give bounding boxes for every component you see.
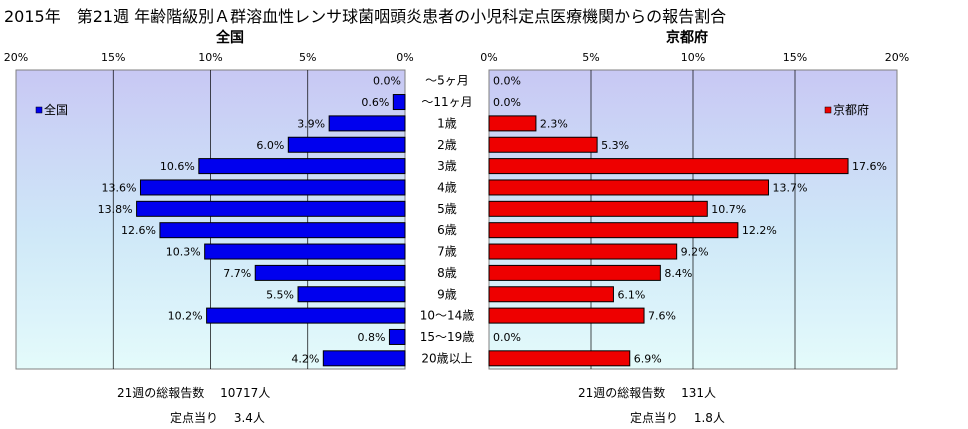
- left-data-label: 12.6%: [121, 224, 156, 237]
- category-label: ～5ヶ月: [425, 74, 469, 88]
- right-data-label: 0.0%: [493, 96, 521, 109]
- right-data-label: 6.1%: [617, 288, 645, 301]
- category-label: 20歳以上: [421, 351, 472, 365]
- left-bar: [322, 350, 406, 367]
- left-bar: [136, 200, 406, 217]
- left-data-label: 7.7%: [223, 267, 251, 280]
- left-data-label: 5.5%: [266, 288, 294, 301]
- left-bar: [204, 243, 406, 260]
- left-bar: [198, 158, 406, 175]
- left-data-label: 0.8%: [357, 331, 385, 344]
- left-data-label: 3.9%: [297, 117, 325, 130]
- right-tick-label: 15%: [783, 51, 807, 64]
- right-bar: [488, 158, 849, 175]
- right-legend-label: 京都府: [833, 102, 869, 117]
- right-tick-label: 20%: [885, 51, 909, 64]
- right-bar: [488, 179, 769, 196]
- left-data-label: 10.3%: [166, 246, 201, 259]
- left-data-label: 10.6%: [160, 160, 195, 173]
- category-label: 7歳: [437, 245, 457, 259]
- left-tick-label: 10%: [198, 51, 222, 64]
- right-total-reports: 21週の総報告数 131人: [578, 386, 716, 400]
- left-bar: [388, 328, 406, 345]
- right-data-label: 12.2%: [742, 224, 777, 237]
- right-data-label: 17.6%: [852, 160, 887, 173]
- right-panel-title: 京都府: [666, 30, 708, 46]
- left-bar: [254, 264, 406, 281]
- left-data-label: 13.8%: [98, 203, 133, 216]
- right-legend-swatch: [824, 106, 832, 114]
- category-label: 10～14歳: [420, 309, 475, 323]
- right-data-label: 13.7%: [772, 181, 807, 194]
- right-data-label: 8.4%: [664, 267, 692, 280]
- right-bar: [488, 350, 631, 367]
- right-bar: [488, 136, 598, 153]
- left-legend-label: 全国: [44, 102, 68, 117]
- right-tick-label: 0%: [480, 51, 497, 64]
- category-label: ～11ヶ月: [421, 95, 472, 109]
- right-data-label: 9.2%: [681, 246, 709, 259]
- left-bar: [328, 115, 406, 132]
- left-bar: [206, 307, 406, 324]
- left-bar: [297, 286, 406, 303]
- left-data-label: 6.0%: [256, 139, 284, 152]
- right-data-label: 0.0%: [493, 331, 521, 344]
- right-data-label: 7.6%: [648, 310, 676, 323]
- category-label: 9歳: [437, 287, 457, 301]
- category-label: 2歳: [437, 138, 457, 152]
- category-label: 4歳: [437, 180, 457, 194]
- left-tick-label: 20%: [4, 51, 28, 64]
- left-data-label: 0.6%: [361, 96, 389, 109]
- right-bar: [488, 222, 739, 239]
- right-bar: [488, 200, 708, 217]
- chart-title: 2015年 第21週 年齢階級別Ａ群溶血性レンサ球菌咽頭炎患者の小児科定点医療機…: [4, 7, 727, 26]
- category-label: 15～19歳: [420, 330, 475, 344]
- left-tick-label: 5%: [299, 51, 316, 64]
- left-bar: [159, 222, 406, 239]
- left-total-reports: 21週の総報告数 10717人: [117, 386, 271, 400]
- right-data-label: 10.7%: [711, 203, 746, 216]
- category-label: 6歳: [437, 223, 457, 237]
- right-bar: [488, 307, 645, 324]
- left-data-label: 10.2%: [168, 310, 203, 323]
- left-tick-label: 0%: [396, 51, 413, 64]
- right-bar: [488, 286, 614, 303]
- category-label: 8歳: [437, 266, 457, 280]
- right-tick-label: 5%: [582, 51, 599, 64]
- right-bar: [488, 243, 678, 260]
- right-data-label: 2.3%: [540, 117, 568, 130]
- right-data-label: 0.0%: [493, 75, 521, 88]
- left-panel-title: 全国: [216, 30, 244, 46]
- left-tick-label: 15%: [101, 51, 125, 64]
- left-legend-swatch: [35, 106, 43, 114]
- left-bar: [287, 136, 406, 153]
- left-data-label: 13.6%: [102, 181, 137, 194]
- right-bar: [488, 264, 661, 281]
- left-bar: [139, 179, 406, 196]
- left-per-sentinel: 定点当り 3.4人: [170, 411, 265, 425]
- category-label: 3歳: [437, 159, 457, 173]
- right-tick-label: 10%: [681, 51, 705, 64]
- left-bar: [392, 94, 406, 111]
- right-data-label: 6.9%: [634, 352, 662, 365]
- right-data-label: 5.3%: [601, 139, 629, 152]
- category-label: 1歳: [437, 116, 457, 130]
- category-label: 5歳: [437, 202, 457, 216]
- right-per-sentinel: 定点当り 1.8人: [630, 411, 725, 425]
- left-data-label: 4.2%: [291, 352, 319, 365]
- left-data-label: 0.0%: [373, 75, 401, 88]
- right-bar: [488, 115, 537, 132]
